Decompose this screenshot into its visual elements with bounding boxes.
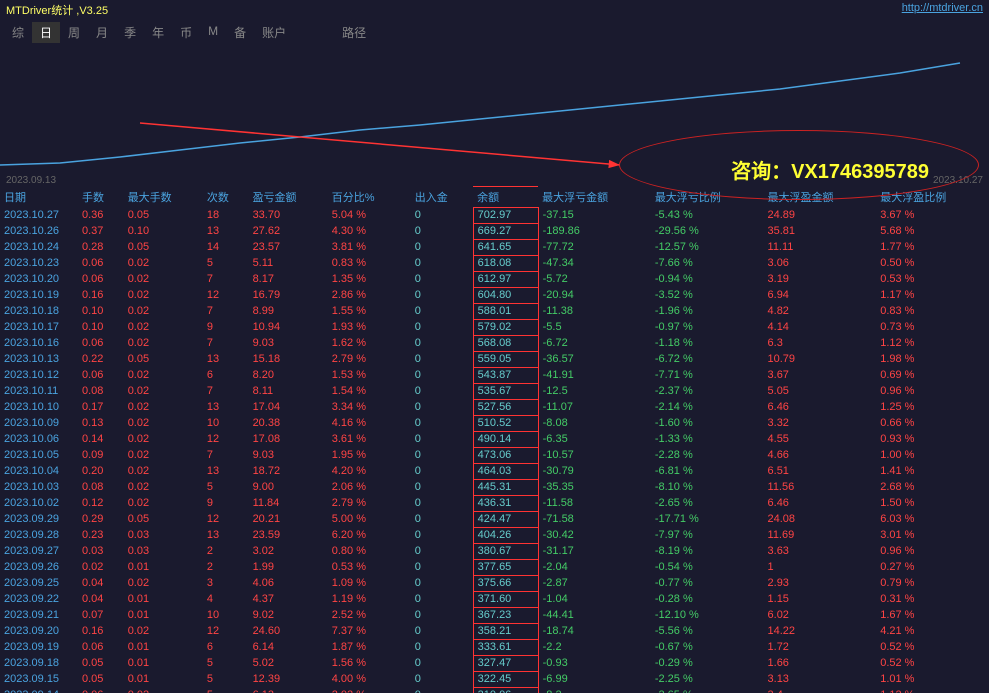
table-row[interactable]: 2023.09.250.040.0234.061.09 %0375.66-2.8… xyxy=(0,576,989,592)
table-row[interactable]: 2023.10.020.120.02911.842.79 %0436.31-11… xyxy=(0,496,989,512)
table-row[interactable]: 2023.10.200.060.0278.171.35 %0612.97-5.7… xyxy=(0,272,989,288)
menu-item[interactable]: 月 xyxy=(88,22,116,43)
table-row[interactable]: 2023.10.180.100.0278.991.55 %0588.01-11.… xyxy=(0,304,989,320)
table-row[interactable]: 2023.10.260.370.101327.624.30 %0669.27-1… xyxy=(0,224,989,240)
hdr-maxfloatpct[interactable]: 最大浮亏比例 xyxy=(651,187,764,208)
hdr-maxprofit[interactable]: 最大浮盈金额 xyxy=(764,187,877,208)
table-row[interactable]: 2023.09.180.050.0155.021.56 %0327.47-0.9… xyxy=(0,656,989,672)
menu-item[interactable]: M xyxy=(200,22,226,43)
data-table: 日期 手数 最大手数 次数 盈亏金额 百分比% 出入金 余额 最大浮亏金额 最大… xyxy=(0,186,989,693)
menu-item[interactable]: 周 xyxy=(60,22,88,43)
table-row[interactable]: 2023.10.050.090.0279.031.95 %0473.06-10.… xyxy=(0,448,989,464)
menu-item[interactable]: 备 xyxy=(226,22,254,43)
table-row[interactable]: 2023.10.240.280.051423.573.81 %0641.65-7… xyxy=(0,240,989,256)
hdr-deposit[interactable]: 出入金 xyxy=(411,187,473,208)
menu-item[interactable]: 年 xyxy=(144,22,172,43)
menu-item[interactable]: 币 xyxy=(172,22,200,43)
table-row[interactable]: 2023.09.290.290.051220.215.00 %0424.47-7… xyxy=(0,512,989,528)
hdr-maxlots[interactable]: 最大手数 xyxy=(124,187,203,208)
chart-end-date: 2023.10.27 xyxy=(933,175,983,186)
data-table-wrap: 日期 手数 最大手数 次数 盈亏金额 百分比% 出入金 余额 最大浮亏金额 最大… xyxy=(0,186,989,693)
hdr-lots[interactable]: 手数 xyxy=(78,187,124,208)
app-window: MTDriver统计 ,V3.25 http://mtdriver.cn 综日周… xyxy=(0,0,989,693)
titlebar: MTDriver统计 ,V3.25 http://mtdriver.cn xyxy=(0,0,989,20)
table-row[interactable]: 2023.09.210.070.01109.022.52 %0367.23-44… xyxy=(0,608,989,624)
table-row[interactable]: 2023.09.150.050.01512.394.00 %0322.45-6.… xyxy=(0,672,989,688)
table-row[interactable]: 2023.10.270.360.051833.705.04 %0702.97-3… xyxy=(0,208,989,224)
table-row[interactable]: 2023.10.160.060.0279.031.62 %0568.08-6.7… xyxy=(0,336,989,352)
table-row[interactable]: 2023.10.060.140.021217.083.61 %0490.14-6… xyxy=(0,432,989,448)
hdr-maxprofitpct[interactable]: 最大浮盈比例 xyxy=(876,187,989,208)
hdr-maxfloat[interactable]: 最大浮亏金额 xyxy=(538,187,651,208)
table-row[interactable]: 2023.10.170.100.02910.941.93 %0579.02-5.… xyxy=(0,320,989,336)
table-row[interactable]: 2023.09.190.060.0166.141.87 %0333.61-2.2… xyxy=(0,640,989,656)
table-row[interactable]: 2023.09.140.060.0256.132.02 %0310.06-8.2… xyxy=(0,688,989,693)
table-row[interactable]: 2023.09.280.230.031323.596.20 %0404.26-3… xyxy=(0,528,989,544)
table-row[interactable]: 2023.10.120.060.0268.201.53 %0543.87-41.… xyxy=(0,368,989,384)
hdr-pl[interactable]: 盈亏金额 xyxy=(249,187,328,208)
menubar: 综日周月季年币M备账户 路径 xyxy=(0,20,989,45)
table-row[interactable]: 2023.10.090.130.021020.384.16 %0510.52-8… xyxy=(0,416,989,432)
table-row[interactable]: 2023.09.200.160.021224.607.37 %0358.21-1… xyxy=(0,624,989,640)
hdr-trades[interactable]: 次数 xyxy=(203,187,249,208)
menu-item[interactable]: 日 xyxy=(32,22,60,43)
header-row: 日期 手数 最大手数 次数 盈亏金额 百分比% 出入金 余额 最大浮亏金额 最大… xyxy=(0,187,989,208)
table-row[interactable]: 2023.10.100.170.021317.043.34 %0527.56-1… xyxy=(0,400,989,416)
table-row[interactable]: 2023.09.260.020.0121.990.53 %0377.65-2.0… xyxy=(0,560,989,576)
consult-text: 咨询：VX1746395789 xyxy=(731,155,929,184)
hdr-date[interactable]: 日期 xyxy=(0,187,78,208)
table-row[interactable]: 2023.10.030.080.0259.002.06 %0445.31-35.… xyxy=(0,480,989,496)
table-row[interactable]: 2023.10.230.060.0255.110.83 %0618.08-47.… xyxy=(0,256,989,272)
menu-path[interactable]: 路径 xyxy=(334,22,374,43)
chart-area: 咨询：VX1746395789 xyxy=(0,45,989,175)
menu-item[interactable]: 季 xyxy=(116,22,144,43)
hdr-pct[interactable]: 百分比% xyxy=(328,187,411,208)
table-row[interactable]: 2023.10.190.160.021216.792.86 %0604.80-2… xyxy=(0,288,989,304)
table-row[interactable]: 2023.10.130.220.051315.182.79 %0559.05-3… xyxy=(0,352,989,368)
url-link[interactable]: http://mtdriver.cn xyxy=(902,2,983,18)
app-title: MTDriver统计 ,V3.25 xyxy=(6,2,108,18)
table-row[interactable]: 2023.09.270.030.0323.020.80 %0380.67-31.… xyxy=(0,544,989,560)
table-row[interactable]: 2023.09.220.040.0144.371.19 %0371.60-1.0… xyxy=(0,592,989,608)
chart-start-date: 2023.09.13 xyxy=(6,175,56,186)
hdr-balance[interactable]: 余额 xyxy=(473,187,538,208)
menu-item[interactable]: 账户 xyxy=(254,22,294,43)
table-row[interactable]: 2023.10.040.200.021318.724.20 %0464.03-3… xyxy=(0,464,989,480)
table-row[interactable]: 2023.10.110.080.0278.111.54 %0535.67-12.… xyxy=(0,384,989,400)
menu-item[interactable]: 综 xyxy=(4,22,32,43)
